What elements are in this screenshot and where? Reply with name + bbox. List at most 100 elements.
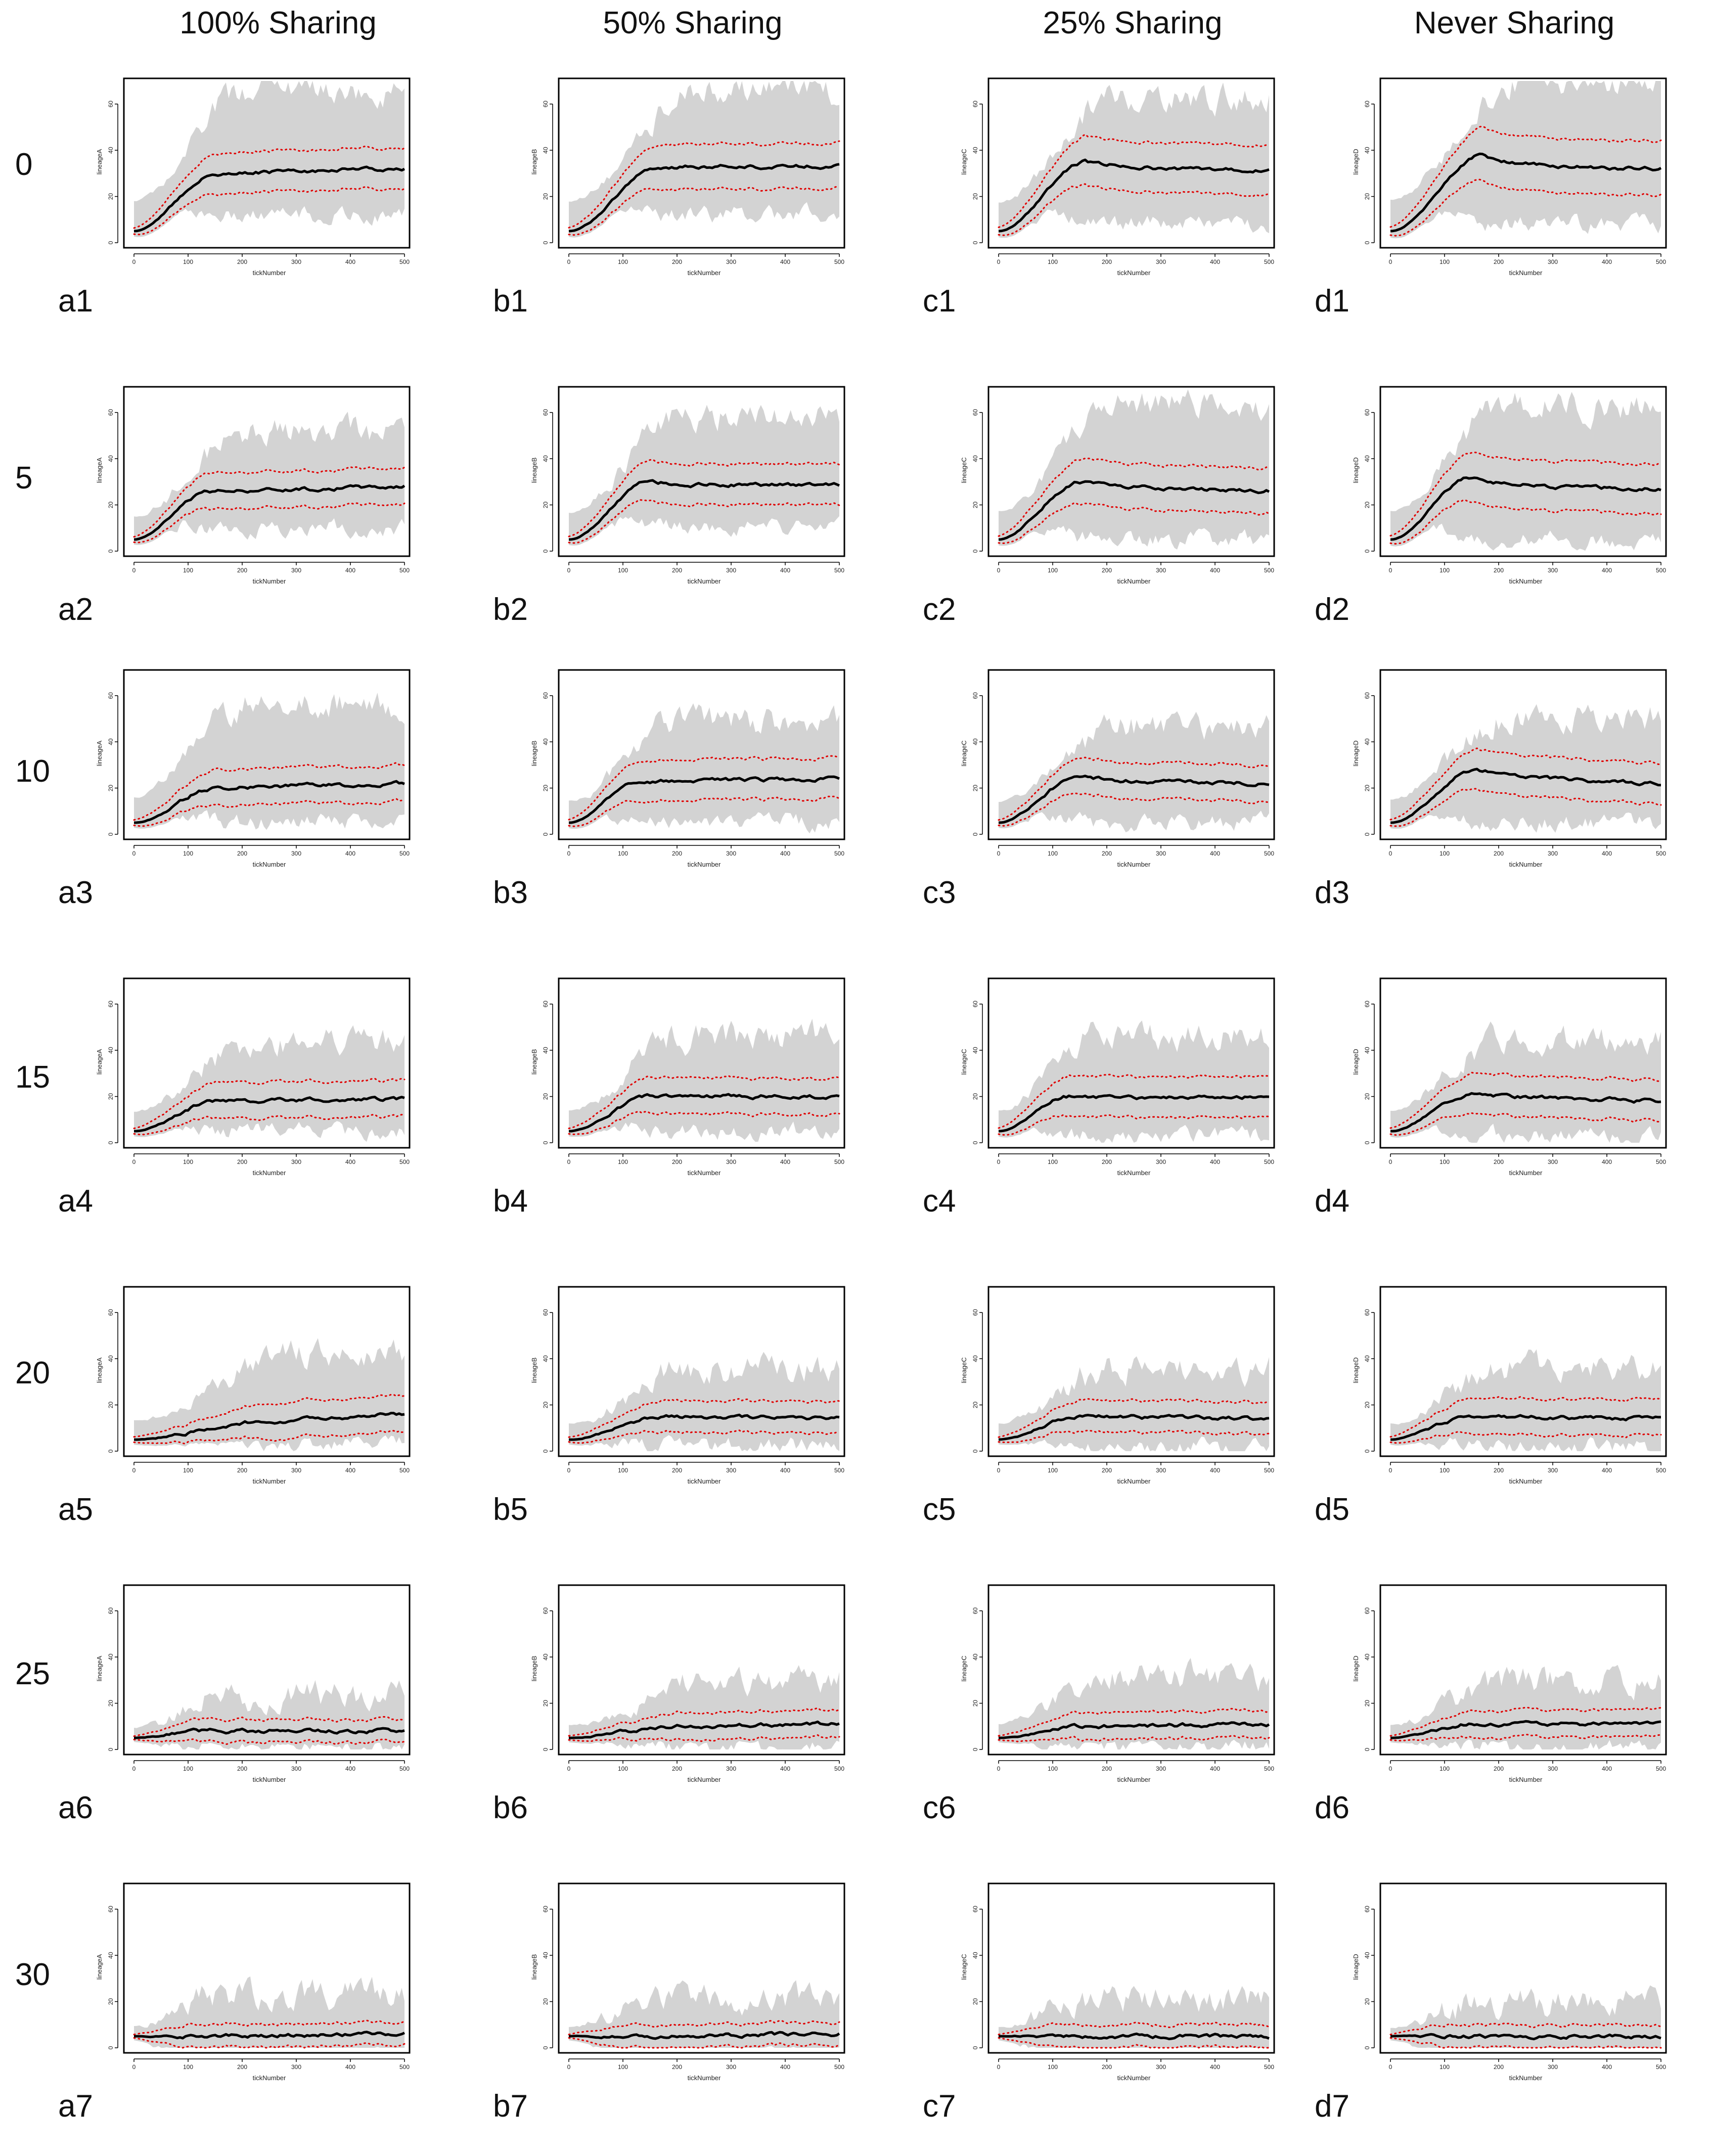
y-tick-label: 0: [542, 241, 549, 244]
x-tick-label: 300: [726, 258, 736, 265]
panel-label-a3: a3: [58, 875, 93, 910]
y-tick-label: 20: [972, 502, 979, 509]
panel-label-d1: d1: [1315, 284, 1349, 319]
y-tick-label: 0: [1364, 1141, 1371, 1144]
plot-frame: [123, 77, 411, 249]
mean-line: [134, 2031, 406, 2040]
x-tick-label: 0: [567, 1765, 571, 1772]
row-header-10: 10: [15, 754, 50, 789]
y-axis-title: lineageC: [960, 1655, 968, 1681]
x-tick-label: 500: [399, 2063, 410, 2071]
x-tick-label: 400: [1602, 567, 1612, 574]
panel-a4: 0 100 200 300 400 500 tickNumber 0 20 40 60 lineage…: [96, 976, 412, 1178]
upper-quantile-line: [998, 2021, 1270, 2036]
mean-line: [998, 1721, 1270, 1739]
x-tick-label: 0: [567, 258, 571, 265]
panel-c2-svg: 0 100 200 300 400 500 tickNumber 0 20 40 60 lineage…: [960, 386, 1275, 585]
x-tick-label: 100: [1439, 2063, 1450, 2071]
y-tick-label: 20: [972, 1998, 979, 2005]
lower-quantile-line: [1389, 1431, 1662, 1444]
min-max-band: [569, 81, 839, 238]
upper-quantile-line: [1389, 2022, 1662, 2036]
x-axis-title: tickNumber: [688, 2074, 721, 2082]
upper-quantile-line: [568, 459, 840, 537]
y-tick-label: 40: [107, 455, 114, 462]
y-axis-title: lineageA: [96, 1357, 103, 1383]
row-header-15: 15: [15, 1060, 50, 1095]
panel-label-c4: c4: [923, 1184, 956, 1219]
y-tick-label: 20: [542, 1402, 549, 1409]
panel-label-d3: d3: [1315, 875, 1349, 910]
lower-quantile-line: [1389, 178, 1662, 237]
x-tick-label: 500: [1656, 1158, 1666, 1165]
min-max-band: [999, 389, 1269, 550]
x-tick-label: 500: [1656, 258, 1666, 265]
panel-label-b3: b3: [493, 875, 528, 910]
y-tick-label: 20: [542, 1700, 549, 1707]
panel-a3-svg: 0 100 200 300 400 500 tickNumber 0 20 40 60 lineage…: [96, 669, 411, 868]
y-tick-label: 60: [542, 692, 549, 699]
x-tick-label: 100: [1439, 1765, 1450, 1772]
x-tick-label: 100: [183, 258, 193, 265]
y-tick-label: 20: [107, 193, 114, 200]
panel-a2-svg: 0 100 200 300 400 500 tickNumber 0 20 40 60 lineage…: [96, 386, 411, 585]
y-tick-label: 20: [1364, 1998, 1371, 2005]
x-tick-label: 300: [1548, 567, 1558, 574]
y-tick-label: 40: [107, 147, 114, 154]
y-tick-label: 40: [1364, 1653, 1371, 1660]
mean-line: [1390, 1414, 1661, 1441]
panel-b3: 0 100 200 300 400 500 tickNumber 0 20 40 60 lineage…: [530, 667, 847, 870]
panel-label-b4: b4: [493, 1184, 528, 1219]
plot-frame: [123, 386, 411, 557]
min-max-band: [134, 412, 404, 545]
x-axis-title: tickNumber: [688, 1169, 721, 1177]
mean-line: [568, 163, 840, 233]
lower-quantile-line: [1389, 499, 1662, 545]
upper-quantile-line: [998, 458, 1270, 537]
x-tick-label: 400: [780, 1765, 790, 1772]
mean-line: [999, 2032, 1270, 2040]
x-tick-label: 100: [618, 258, 628, 265]
x-tick-label: 200: [1102, 258, 1112, 265]
min-max-band: [134, 1680, 404, 1749]
y-tick-label: 20: [972, 1700, 979, 1707]
x-tick-label: 200: [672, 2063, 682, 2071]
panel-b7: 0 100 200 300 400 500 tickNumber 0 20 40 60 lineage…: [530, 1881, 847, 2083]
y-tick-label: 0: [1364, 241, 1371, 244]
x-axis-title: tickNumber: [1509, 861, 1543, 868]
panel-b2: 0 100 200 300 400 500 tickNumber 0 20 40 60 lineage…: [530, 384, 847, 587]
x-tick-label: 500: [1656, 567, 1666, 574]
x-axis-title: tickNumber: [688, 1477, 721, 1485]
x-tick-label: 500: [1656, 850, 1666, 857]
x-tick-label: 200: [1102, 567, 1112, 574]
x-tick-label: 200: [1102, 1158, 1112, 1165]
upper-quantile-line: [998, 756, 1270, 821]
y-tick-label: 20: [107, 1700, 114, 1707]
x-tick-label: 300: [726, 1467, 736, 1474]
upper-quantile-line: [1389, 747, 1662, 821]
lower-quantile-line: [568, 185, 840, 236]
panel-c5: 0 100 200 300 400 500 tickNumber 0 20 40 60 lineage…: [960, 1284, 1277, 1487]
y-tick-label: 20: [1364, 193, 1371, 200]
plot-frame: [987, 977, 1275, 1149]
x-tick-label: 200: [1102, 850, 1112, 857]
y-axis-title: lineageB: [530, 149, 538, 175]
panel-c6-svg: 0 100 200 300 400 500 tickNumber 0 20 40 60 lineage…: [960, 1584, 1275, 1783]
y-tick-label: 60: [107, 409, 114, 416]
x-tick-label: 200: [672, 1467, 682, 1474]
x-tick-label: 300: [291, 1765, 301, 1772]
x-tick-label: 200: [1494, 567, 1504, 574]
panel-b1-svg: 0 100 200 300 400 500 tickNumber 0 20 40 60 lineage…: [530, 77, 845, 277]
lower-quantile-line: [568, 1429, 840, 1444]
x-axis-title: tickNumber: [1509, 2074, 1543, 2082]
x-tick-label: 300: [1548, 1765, 1558, 1772]
x-axis-title: tickNumber: [688, 269, 721, 277]
panel-a6-svg: 0 100 200 300 400 500 tickNumber 0 20 40 60 lineage…: [96, 1584, 411, 1783]
x-axis-title: tickNumber: [253, 1169, 286, 1177]
y-tick-label: 20: [107, 1402, 114, 1409]
y-tick-label: 40: [542, 1355, 549, 1362]
x-tick-label: 400: [1210, 258, 1220, 265]
lower-quantile-line: [133, 1738, 406, 1745]
y-tick-label: 60: [107, 692, 114, 699]
x-axis-title: tickNumber: [1509, 577, 1543, 585]
